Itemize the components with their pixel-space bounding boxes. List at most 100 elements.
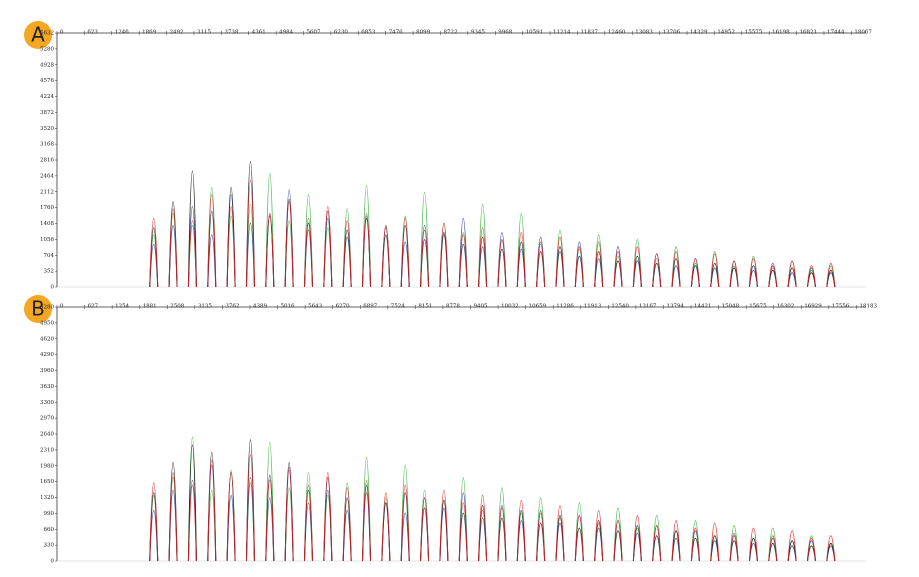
trace-peak (516, 213, 526, 288)
x-tick-label: 11286 (556, 304, 574, 310)
y-tick-label: 1408 (40, 221, 54, 227)
x-tick-label: 3135 (198, 304, 212, 310)
y-tick-label: 1056 (40, 237, 54, 243)
trace-peak (574, 246, 584, 288)
trace-peak (652, 525, 662, 562)
panel-label: B (31, 297, 45, 321)
trace-peak (497, 239, 507, 288)
x-tick-label: 4361 (252, 30, 266, 36)
trace-peak (497, 487, 507, 562)
trace-peak (226, 472, 236, 562)
x-tick-label: 13167 (639, 304, 657, 310)
x-tick-label: 8722 (443, 30, 457, 36)
trace-peak (342, 487, 352, 562)
trace-peak (497, 507, 507, 562)
trace-peak (536, 241, 546, 288)
x-tick-label: 6897 (363, 304, 377, 310)
trace-peak (265, 213, 275, 288)
x-tick-label: 3738 (224, 30, 238, 36)
trace-peak (420, 230, 430, 288)
y-tick-label: 330 (44, 543, 55, 549)
trace-peak (362, 480, 372, 562)
y-tick-label: 2970 (40, 416, 54, 422)
y-tick-label: 704 (44, 253, 55, 259)
y-tick-label: 4620 (40, 336, 54, 342)
trace-peak (536, 512, 546, 562)
trace-peak (458, 217, 468, 288)
trace-peak (187, 444, 197, 562)
trace-peak (284, 467, 294, 562)
x-tick-label: 16929 (804, 304, 822, 310)
y-tick-label: 2464 (40, 173, 54, 179)
trace-peak (303, 217, 313, 288)
trace-peak (478, 227, 488, 288)
trace-peak (768, 263, 778, 288)
trace-peak (284, 201, 294, 288)
trace-peak (555, 236, 565, 288)
trace-peak (710, 522, 720, 562)
trace-peak (458, 234, 468, 288)
trace-peak (439, 222, 449, 288)
trace-peak (342, 220, 352, 288)
trace-peak (187, 485, 197, 562)
x-tick-label: 12540 (611, 304, 629, 310)
trace-peak (671, 250, 681, 288)
trace-peak (594, 509, 604, 562)
x-tick-label: 5643 (308, 304, 322, 310)
trace-peak (748, 527, 758, 562)
x-tick-label: 5607 (307, 30, 321, 36)
x-tick-label: 9345 (471, 30, 485, 36)
y-tick-label: 4224 (40, 94, 54, 100)
x-tick-label: 8099 (416, 30, 430, 36)
panel-label: A (31, 23, 45, 47)
y-tick-label: 990 (44, 511, 55, 517)
y-tick-label: 3872 (40, 110, 54, 116)
trace-peak (265, 172, 275, 288)
trace-peak (207, 194, 217, 288)
x-tick-label: 3115 (197, 30, 211, 36)
trace-peak (516, 232, 526, 288)
x-tick-label: 8778 (446, 304, 460, 310)
x-tick-label: 6853 (361, 30, 375, 36)
x-tick-label: 10032 (501, 304, 519, 310)
x-tick-label: 14421 (694, 304, 712, 310)
trace-peak (187, 220, 197, 288)
trace-peak (690, 258, 700, 288)
x-tick-label: 623 (87, 30, 98, 36)
trace-peak (381, 492, 391, 562)
x-tick-label: 0 (60, 30, 64, 36)
trace-peak (826, 263, 836, 288)
trace-peak (226, 206, 236, 288)
y-tick-label: 1760 (40, 205, 54, 211)
panel-badge (24, 295, 52, 323)
y-tick-label: 0 (51, 559, 55, 565)
trace-peak (265, 441, 275, 562)
trace-peak (613, 250, 623, 288)
y-tick-label: 1650 (40, 479, 54, 485)
trace-peak (690, 527, 700, 562)
trace-peak (806, 537, 816, 562)
x-tick-label: 14329 (690, 30, 708, 36)
x-tick-label: 16821 (800, 30, 818, 36)
y-tick-label: 3960 (40, 368, 54, 374)
x-tick-label: 17444 (827, 30, 845, 36)
x-tick-label: 7524 (391, 304, 405, 310)
y-tick-label: 5632 (40, 31, 54, 37)
y-tick-label: 0 (51, 285, 55, 291)
trace-peak (245, 454, 255, 562)
x-tick-label: 12460 (608, 30, 626, 36)
trace-peak (768, 535, 778, 562)
x-tick-label: 6230 (334, 30, 348, 36)
trace-peak (323, 206, 333, 288)
trace-peak (420, 191, 430, 288)
y-tick-label: 3168 (40, 142, 54, 148)
trace-peak (245, 180, 255, 288)
x-tick-label: 16302 (777, 304, 795, 310)
trace-peak (362, 185, 372, 288)
y-tick-label: 4290 (40, 352, 54, 358)
x-tick-label: 10591 (526, 30, 544, 36)
trace-peak (187, 170, 197, 288)
trace-peak (168, 208, 178, 288)
trace-peak (420, 497, 430, 562)
